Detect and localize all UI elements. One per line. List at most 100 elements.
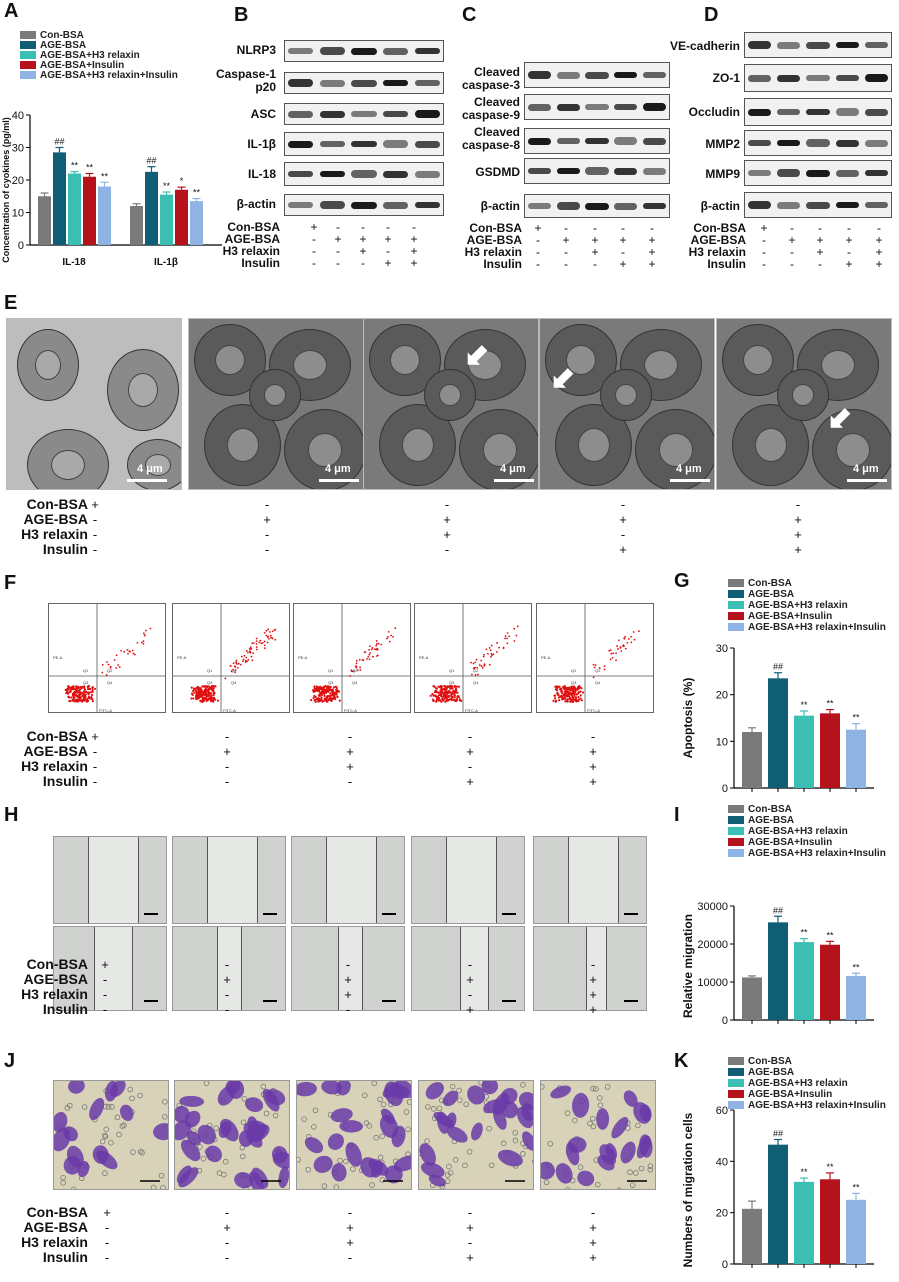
legend-label: AGE-BSA+H3 relaxin (748, 826, 848, 837)
migrated-cell (611, 1116, 629, 1139)
flow-event (234, 671, 237, 674)
bar (820, 713, 840, 788)
treatment-sign: - (312, 232, 316, 246)
wound-edge (460, 927, 461, 1010)
treatment-label: H3 relaxin (688, 245, 746, 259)
y-tick-label: 40 (716, 1156, 728, 1168)
migrated-cell (176, 1165, 192, 1184)
treatment-sign: + (794, 512, 802, 527)
flow-event (633, 638, 636, 641)
pore (564, 1110, 571, 1116)
migrated-cell (605, 1143, 617, 1161)
blot-label-casp3: Cleaved caspase-3 (461, 65, 520, 92)
flow-event (456, 695, 459, 698)
blot-band (747, 108, 772, 116)
pore (430, 1106, 437, 1112)
flow-event (234, 669, 237, 672)
legend-label: AGE-BSA+Insulin (748, 837, 832, 848)
tem-image: 4 μm ⬋ (363, 318, 539, 490)
migrated-cell (428, 1174, 446, 1187)
tem-cell (424, 369, 476, 421)
flow-event (575, 693, 578, 696)
flow-event (69, 690, 72, 693)
flow-event (472, 662, 475, 665)
flow-event (447, 698, 450, 702)
blot-band (556, 103, 580, 111)
treatment-label: Insulin (241, 256, 280, 270)
treatment-sign: - (92, 527, 98, 542)
migrated-cell (120, 1104, 134, 1121)
flow-event (266, 641, 269, 644)
flow-event (460, 699, 463, 702)
treatment-sign: + (466, 744, 474, 759)
blot-band (864, 108, 889, 116)
quadrant-label: Q2 (352, 668, 358, 673)
treatment-sign: - (336, 256, 340, 270)
treatment-sign: + (344, 972, 352, 987)
flow-y-axis-label: PE-A (53, 655, 63, 660)
flow-event (562, 686, 565, 689)
treatment-sign: - (224, 774, 230, 789)
flow-event (142, 642, 145, 645)
flow-event (476, 673, 479, 676)
flow-event (71, 698, 74, 701)
flow-event (318, 698, 321, 701)
flow-event (592, 676, 595, 679)
wound-image (291, 836, 405, 924)
flow-event (313, 685, 316, 688)
migrated-cell (481, 1081, 498, 1095)
treatment-sign: + (760, 221, 768, 235)
pore (589, 1115, 596, 1122)
blot-occludin (744, 98, 892, 126)
flow-event (555, 689, 559, 692)
flow-event (327, 699, 330, 702)
pore (425, 1104, 431, 1110)
flow-event (69, 689, 72, 692)
x-category-label: IL-18 (62, 257, 86, 268)
tem-image: 4 μm ⬋ (716, 318, 892, 490)
flow-event (552, 699, 555, 702)
flow-event (207, 685, 210, 688)
flow-event (486, 652, 489, 655)
flow-event (191, 689, 195, 692)
treatment-sign: - (620, 527, 626, 542)
flow-event (131, 649, 134, 652)
legend-swatch (20, 41, 36, 49)
bar (768, 1144, 788, 1264)
pore (466, 1148, 473, 1155)
bar (742, 732, 762, 788)
migrated-cell (596, 1108, 610, 1130)
treatment-label: AGE-BSA (23, 511, 88, 527)
flow-event (71, 692, 75, 695)
legend-label: Con-BSA (748, 578, 792, 589)
flow-x-axis-label: FITC-A (344, 708, 357, 713)
pore (305, 1166, 312, 1173)
pore (203, 1081, 210, 1086)
treatment-sign: + (103, 1205, 111, 1220)
blot-actin-c (524, 194, 670, 218)
flow-event (508, 635, 511, 638)
flow-event (91, 689, 94, 692)
treatment-sign: - (621, 245, 625, 259)
pore (446, 1163, 452, 1170)
flow-event (118, 666, 121, 669)
flow-event (85, 700, 88, 703)
flow-event (72, 688, 75, 691)
pore (213, 1125, 219, 1131)
flow-event (502, 646, 505, 649)
flow-event (258, 641, 261, 644)
flow-event (439, 690, 443, 694)
treatment-label: AGE-BSA (23, 1219, 88, 1235)
blot-label-gsdmd: GSDMD (475, 165, 520, 179)
tem-image: 4 μm (6, 318, 182, 490)
pore (377, 1154, 384, 1161)
scale-bar (670, 479, 710, 482)
significance-label: ** (852, 1182, 860, 1192)
blot-band (414, 110, 440, 118)
blot-band (288, 48, 314, 54)
treatment-label: H3 relaxin (222, 244, 280, 258)
flow-event (206, 695, 209, 698)
y-tick-label: 30000 (697, 901, 728, 913)
flow-event (259, 639, 262, 642)
treatment-sign: - (102, 1002, 108, 1017)
